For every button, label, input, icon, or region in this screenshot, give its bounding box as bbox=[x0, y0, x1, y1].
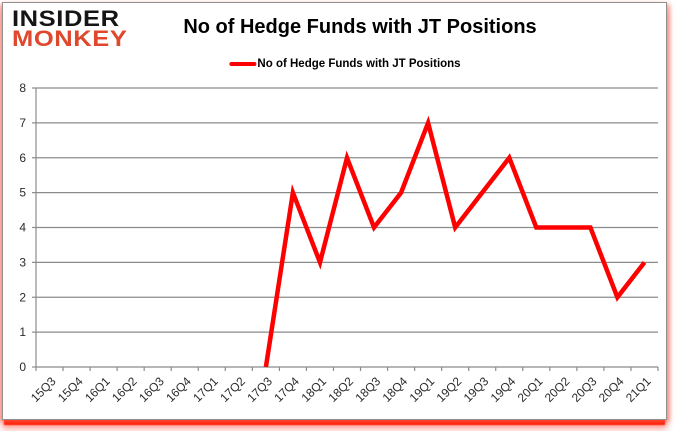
x-tick-label: 20Q3 bbox=[569, 374, 600, 405]
logo-monkey-text: MONKEY bbox=[12, 26, 128, 51]
chart-card: INSIDER MONKEY No of Hedge Funds with JT… bbox=[2, 2, 667, 420]
x-tick-label: 15Q3 bbox=[28, 374, 59, 405]
x-tick-label: 19Q4 bbox=[488, 374, 519, 405]
x-tick-label: 17Q3 bbox=[244, 374, 275, 405]
x-tick-label: 16Q4 bbox=[163, 374, 194, 405]
legend-series-label: No of Hedge Funds with JT Positions bbox=[257, 58, 461, 70]
x-tick-label: 18Q4 bbox=[380, 374, 411, 405]
x-tick-label: 16Q1 bbox=[82, 374, 113, 405]
insider-monkey-logo: INSIDER MONKEY bbox=[12, 6, 128, 51]
logo-insider-text: INSIDER bbox=[12, 6, 120, 31]
y-tick-label: 7 bbox=[19, 116, 26, 130]
x-tick-label: 20Q2 bbox=[542, 374, 573, 405]
x-tick-label: 15Q4 bbox=[55, 374, 86, 405]
x-tick-label: 17Q1 bbox=[190, 374, 221, 405]
x-tick-label: 21Q1 bbox=[623, 374, 654, 405]
y-tick-label: 3 bbox=[19, 255, 26, 269]
chart-title: No of Hedge Funds with JT Positions bbox=[183, 16, 537, 38]
y-tick-label: 4 bbox=[19, 221, 26, 235]
line-chart: 01234567815Q315Q416Q116Q216Q316Q417Q117Q… bbox=[19, 81, 659, 405]
x-tick-label: 20Q1 bbox=[515, 374, 546, 405]
x-tick-label: 19Q2 bbox=[434, 374, 465, 405]
legend-line-marker-icon bbox=[229, 62, 257, 66]
x-tick-label: 18Q3 bbox=[353, 374, 384, 405]
x-tick-label: 18Q2 bbox=[325, 374, 356, 405]
chart-legend: No of Hedge Funds with JT Positions bbox=[229, 58, 461, 70]
y-tick-label: 6 bbox=[19, 151, 26, 165]
x-tick-label: 17Q4 bbox=[271, 374, 302, 405]
x-tick-label: 19Q3 bbox=[461, 374, 492, 405]
y-tick-label: 8 bbox=[19, 81, 26, 95]
x-tick-label: 17Q2 bbox=[217, 374, 248, 405]
y-tick-label: 0 bbox=[19, 360, 26, 374]
x-tick-label: 16Q3 bbox=[136, 374, 167, 405]
series-line bbox=[263, 115, 647, 368]
x-tick-label: 16Q2 bbox=[109, 374, 140, 405]
y-tick-label: 2 bbox=[19, 290, 26, 304]
y-tick-label: 5 bbox=[19, 186, 26, 200]
y-tick-label: 1 bbox=[19, 325, 26, 339]
x-tick-label: 19Q1 bbox=[407, 374, 438, 405]
x-tick-label: 20Q4 bbox=[596, 374, 627, 405]
x-tick-label: 18Q1 bbox=[298, 374, 329, 405]
